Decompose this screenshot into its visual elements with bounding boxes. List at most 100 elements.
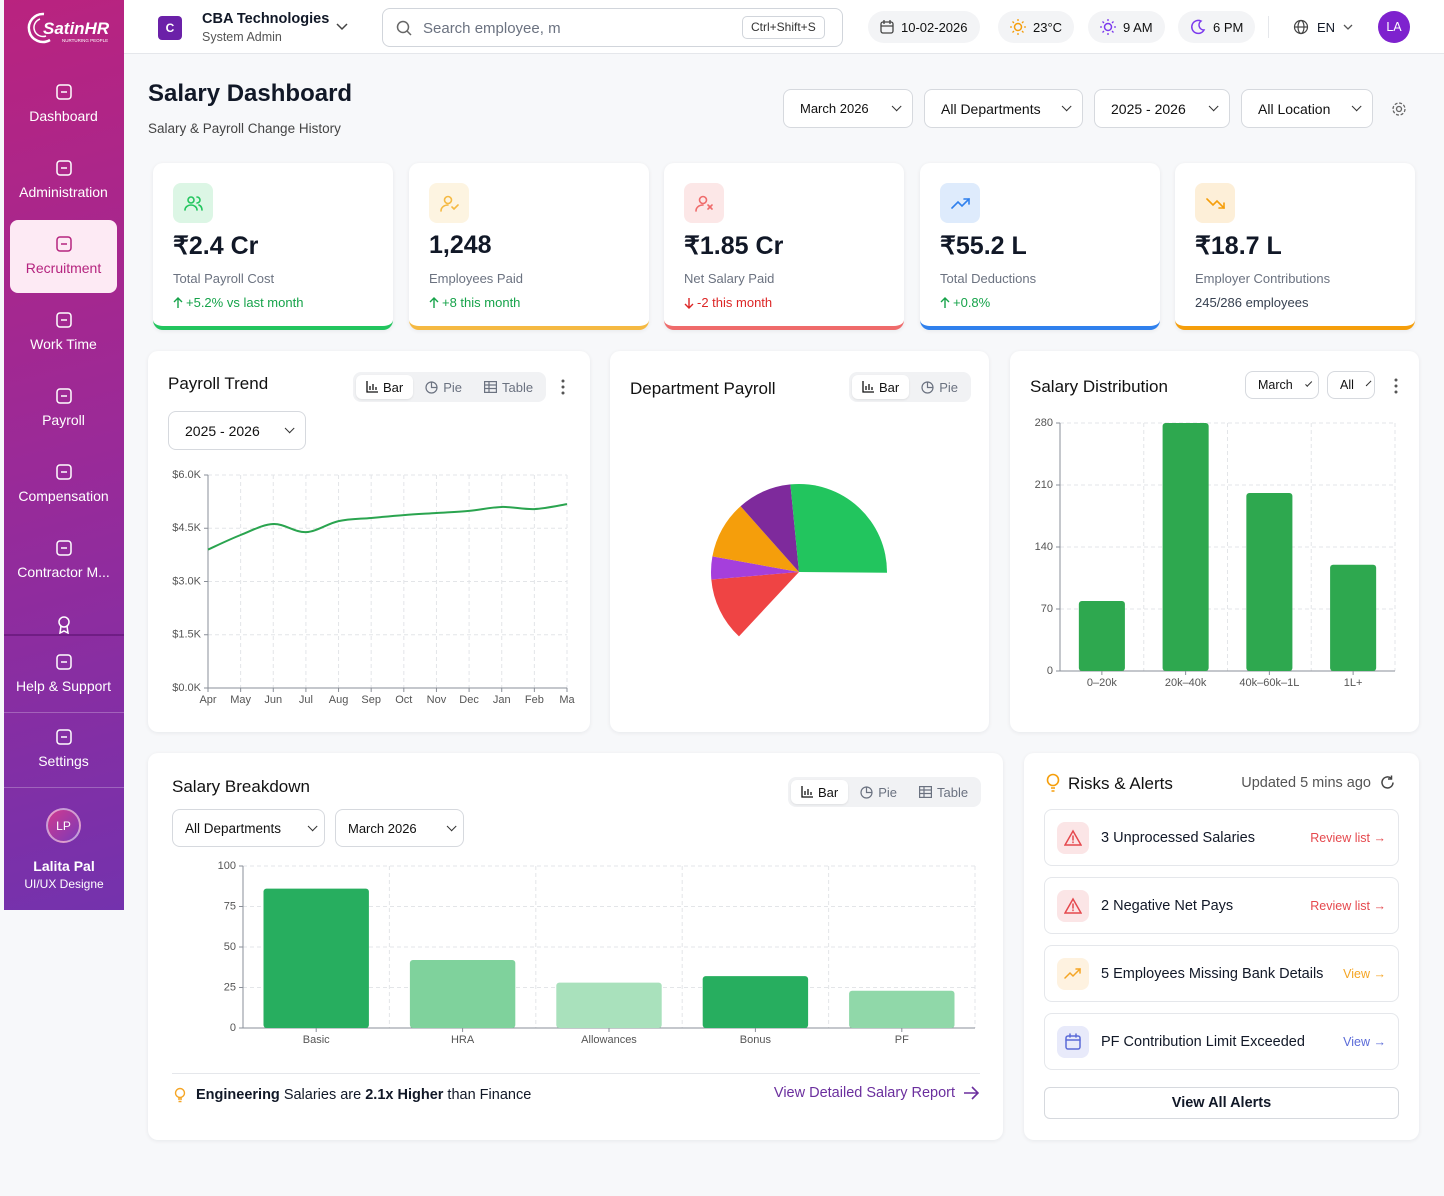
nav-item[interactable]: Work Time (10, 296, 117, 369)
view-tab[interactable]: Table (474, 375, 543, 399)
search-placeholder: Search employee, m (423, 20, 561, 37)
filter-select[interactable]: All Departments (172, 809, 325, 847)
icon-part (56, 236, 72, 252)
view-tab[interactable]: Bar (852, 375, 910, 399)
kebab[interactable] (1394, 378, 1398, 394)
view-tabs: Bar Pie (849, 372, 972, 402)
nav-label: Settings (38, 753, 89, 769)
icon-part (862, 381, 874, 393)
filter-select[interactable]: All (1327, 371, 1375, 399)
nav-label: Recruitment (25, 260, 102, 276)
x-tick-label: Ma (559, 694, 575, 706)
alert-action[interactable]: View → (1343, 1035, 1386, 1049)
filter-value: March 2026 (800, 101, 869, 116)
tagline: NURTURING PEOPLE (62, 38, 108, 43)
alert-text: 5 Employees Missing Bank Details (1101, 966, 1324, 982)
icon-part (56, 84, 72, 100)
y-tick-label: 280 (1035, 417, 1053, 429)
icon-part (484, 381, 498, 393)
icon-part (694, 203, 704, 212)
x-tick-label: Basic (303, 1034, 330, 1046)
divider (4, 634, 124, 636)
alert-icon (1057, 822, 1089, 854)
view-tab[interactable]: Pie (415, 375, 472, 399)
nav-item[interactable]: Contractor M... (10, 524, 117, 597)
view-tab[interactable]: Table (909, 780, 978, 804)
arrow (964, 1086, 979, 1100)
view-tab[interactable]: Bar (356, 375, 414, 399)
kpi-label: Net Salary Paid (684, 271, 775, 286)
nav-item[interactable]: Dashboard (10, 68, 117, 141)
icon-part (58, 616, 70, 628)
refresh-icon[interactable] (1380, 775, 1395, 790)
card-title: Payroll Trend (168, 374, 269, 393)
view-tabs: Bar Pie Table (788, 777, 982, 807)
kpi-change: +0.8% (940, 295, 990, 310)
nav-item[interactable]: Help & Support (10, 638, 117, 711)
view-tab[interactable]: Bar (791, 780, 849, 804)
view-all-button[interactable]: View All Alerts (1044, 1087, 1399, 1119)
nav-item[interactable]: Compensation (10, 448, 117, 521)
y-tick-label: 70 (1041, 603, 1053, 615)
icon-part (1064, 968, 1081, 979)
user-role: UI/UX Designe (24, 877, 104, 891)
bulb-icon (174, 1087, 186, 1103)
date: 10-02-2026 (901, 19, 968, 35)
icon-part (56, 84, 72, 100)
payroll-trend-card: Payroll Trend 2025 - 2026 $0.0K $1.5K $3.0… (148, 351, 590, 732)
x-tick-label: Jan (493, 694, 511, 706)
icon-part (561, 385, 565, 389)
settings-gear[interactable] (1391, 101, 1407, 117)
pie-slice (740, 484, 799, 572)
user-name: Lalita Pal (33, 858, 95, 874)
alert-text: 3 Unprocessed Salaries (1101, 830, 1255, 846)
period-select[interactable]: 2025 - 2026 (168, 411, 306, 450)
filter-select[interactable]: March (1245, 371, 1319, 399)
view-tab[interactable]: Pie (850, 780, 907, 804)
alert-action[interactable]: Review list → (1310, 899, 1386, 913)
company-name[interactable]: CBA Technologies (202, 11, 330, 27)
kpi-card: ₹1.85 Cr Net Salary Paid -2 this month (664, 163, 904, 330)
language[interactable]: EN (1293, 19, 1353, 35)
icon-part (174, 1087, 186, 1099)
user-avatar[interactable]: LP (46, 808, 81, 843)
kpi-change-text: +8 this month (442, 295, 521, 310)
alert-action[interactable]: Review list → (1310, 831, 1386, 845)
nav-item[interactable]: Administration (10, 144, 117, 217)
kebab[interactable] (561, 379, 565, 395)
report-link[interactable]: View Detailed Salary Report (774, 1085, 979, 1101)
filter-select[interactable]: March 2026 (783, 89, 913, 128)
icon-part (964, 1086, 979, 1100)
icon-part (429, 296, 439, 308)
nav-item[interactable]: Payroll (10, 372, 117, 445)
filter-value: All Location (1258, 100, 1331, 117)
kpi-label: Employees Paid (429, 271, 523, 286)
filter-select[interactable]: March 2026 (335, 809, 464, 847)
icon-part (443, 195, 452, 204)
kpi-change-text: +5.2% vs last month (186, 295, 304, 310)
line-chart: $0.0K $1.5K $3.0K $4.5K $6.0K Apr May Jun Jul Aug… (172, 469, 575, 706)
award-icon[interactable] (56, 616, 72, 634)
filter-select[interactable]: All Departments (924, 89, 1083, 128)
icon-part (694, 195, 713, 212)
x-tick-label: May (230, 694, 251, 706)
nav-item[interactable]: Settings (10, 713, 117, 786)
tab-label: Table (502, 379, 534, 395)
icon-part (919, 786, 932, 798)
kpi-value: ₹2.4 Cr (173, 232, 259, 260)
filter-select[interactable]: 2025 - 2026 (1094, 89, 1230, 128)
alert-action[interactable]: View → (1343, 967, 1386, 981)
view-tab[interactable]: Pie (911, 375, 968, 399)
x-tick-label: PF (895, 1034, 909, 1046)
icon-part (1395, 105, 1403, 113)
icon-part (1010, 19, 1026, 35)
alert-item: 2 Negative Net Pays Review list → (1044, 877, 1399, 934)
filter-select[interactable]: All Location (1241, 89, 1373, 128)
chevron[interactable] (336, 23, 348, 31)
y-tick-label: $6.0K (172, 469, 201, 481)
alert-item: 5 Employees Missing Bank Details View → (1044, 945, 1399, 1002)
avatar[interactable]: LA (1378, 11, 1410, 43)
search-box[interactable]: Search employee, m Ctrl+Shift+S (382, 8, 843, 47)
nav-item[interactable]: Recruitment (10, 220, 117, 293)
